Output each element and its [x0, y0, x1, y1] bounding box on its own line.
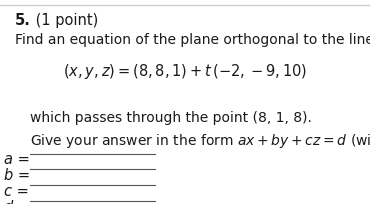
Text: 5.: 5.: [15, 13, 31, 28]
Text: d =: d =: [4, 200, 30, 204]
Text: Give your answer in the form $ax + by + cz = d$ (with $a = 2$).: Give your answer in the form $ax + by + …: [30, 132, 370, 150]
Text: $(x, y, z) = (8, 8, 1) + t\,(-2, -9, 10)$: $(x, y, z) = (8, 8, 1) + t\,(-2, -9, 10)…: [63, 62, 307, 81]
Text: b =: b =: [4, 168, 30, 183]
Text: a =: a =: [4, 152, 30, 167]
Text: which passes through the point (8, 1, 8).: which passes through the point (8, 1, 8)…: [30, 111, 312, 125]
Text: c =: c =: [4, 184, 28, 199]
Text: Find an equation of the plane orthogonal to the line: Find an equation of the plane orthogonal…: [15, 33, 370, 47]
Text: (1 point): (1 point): [31, 13, 99, 28]
